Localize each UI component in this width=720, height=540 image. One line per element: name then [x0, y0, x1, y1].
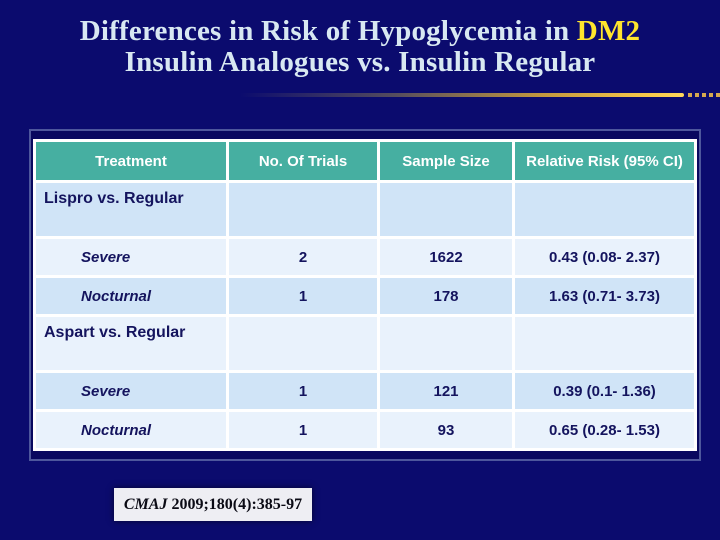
divider-dot [695, 93, 699, 97]
value-cell: 1.63 (0.71- 3.73) [515, 278, 694, 314]
column-header: Sample Size [380, 142, 512, 180]
title-highlight-dm2: DM2 [576, 15, 641, 47]
title-line2: Insulin Analogues vs. Insulin Regular [124, 46, 596, 79]
risk-table-grid: Treatment No. Of Trials Sample Size Relativ… [33, 139, 697, 451]
value-cell: 1622 [380, 239, 512, 275]
table-row: Nocturnal 1 178 1.63 (0.71- 3.73) [36, 278, 694, 314]
table-header-row: Treatment No. Of Trials Sample Size Relativ… [36, 142, 694, 180]
divider-dot [709, 93, 713, 97]
citation-journal: CMAJ [123, 495, 168, 513]
value-cell [515, 317, 694, 370]
value-cell: 93 [380, 412, 512, 448]
table-row: Severe 1 121 0.39 (0.1- 1.36) [36, 373, 694, 409]
value-cell: 2 [229, 239, 377, 275]
value-cell [380, 183, 512, 236]
treatment-cell: Lispro vs. Regular [36, 183, 226, 236]
citation-box: CMAJ 2009;180(4):385-97 [114, 488, 312, 521]
value-cell [515, 183, 694, 236]
column-header: Relative Risk (95% CI) [515, 142, 694, 180]
slide-title: Differences in Risk of Hypoglycemia in D… [40, 15, 680, 79]
table-body: Lispro vs. Regular Severe 2 1622 0.43 (0.08-… [36, 183, 694, 448]
treatment-cell: Nocturnal [36, 412, 226, 448]
title-divider-line [240, 93, 684, 97]
treatment-cell: Nocturnal [36, 278, 226, 314]
title-divider-dots [688, 93, 720, 97]
value-cell: 0.39 (0.1- 1.36) [515, 373, 694, 409]
value-cell: 178 [380, 278, 512, 314]
column-header: No. Of Trials [229, 142, 377, 180]
value-cell: 0.43 (0.08- 2.37) [515, 239, 694, 275]
value-cell: 121 [380, 373, 512, 409]
treatment-cell: Aspart vs. Regular [36, 317, 226, 370]
column-header: Treatment [36, 142, 226, 180]
value-cell: 1 [229, 373, 377, 409]
table-row: Nocturnal 1 93 0.65 (0.28- 1.53) [36, 412, 694, 448]
value-cell [380, 317, 512, 370]
divider-dot [688, 93, 692, 97]
citation-reference: 2009;180(4):385-97 [167, 495, 303, 513]
value-cell [229, 317, 377, 370]
value-cell: 0.65 (0.28- 1.53) [515, 412, 694, 448]
table-row: Aspart vs. Regular [36, 317, 694, 370]
treatment-cell: Severe [36, 373, 226, 409]
table-row: Lispro vs. Regular [36, 183, 694, 236]
title-line1-prefix: Differences in Risk of Hypoglycemia in [79, 15, 577, 47]
table-row: Severe 2 1622 0.43 (0.08- 2.37) [36, 239, 694, 275]
divider-dot [702, 93, 706, 97]
value-cell [229, 183, 377, 236]
divider-dot [716, 93, 720, 97]
risk-table: Treatment No. Of Trials Sample Size Relativ… [29, 129, 701, 461]
treatment-cell: Severe [36, 239, 226, 275]
value-cell: 1 [229, 278, 377, 314]
value-cell: 1 [229, 412, 377, 448]
